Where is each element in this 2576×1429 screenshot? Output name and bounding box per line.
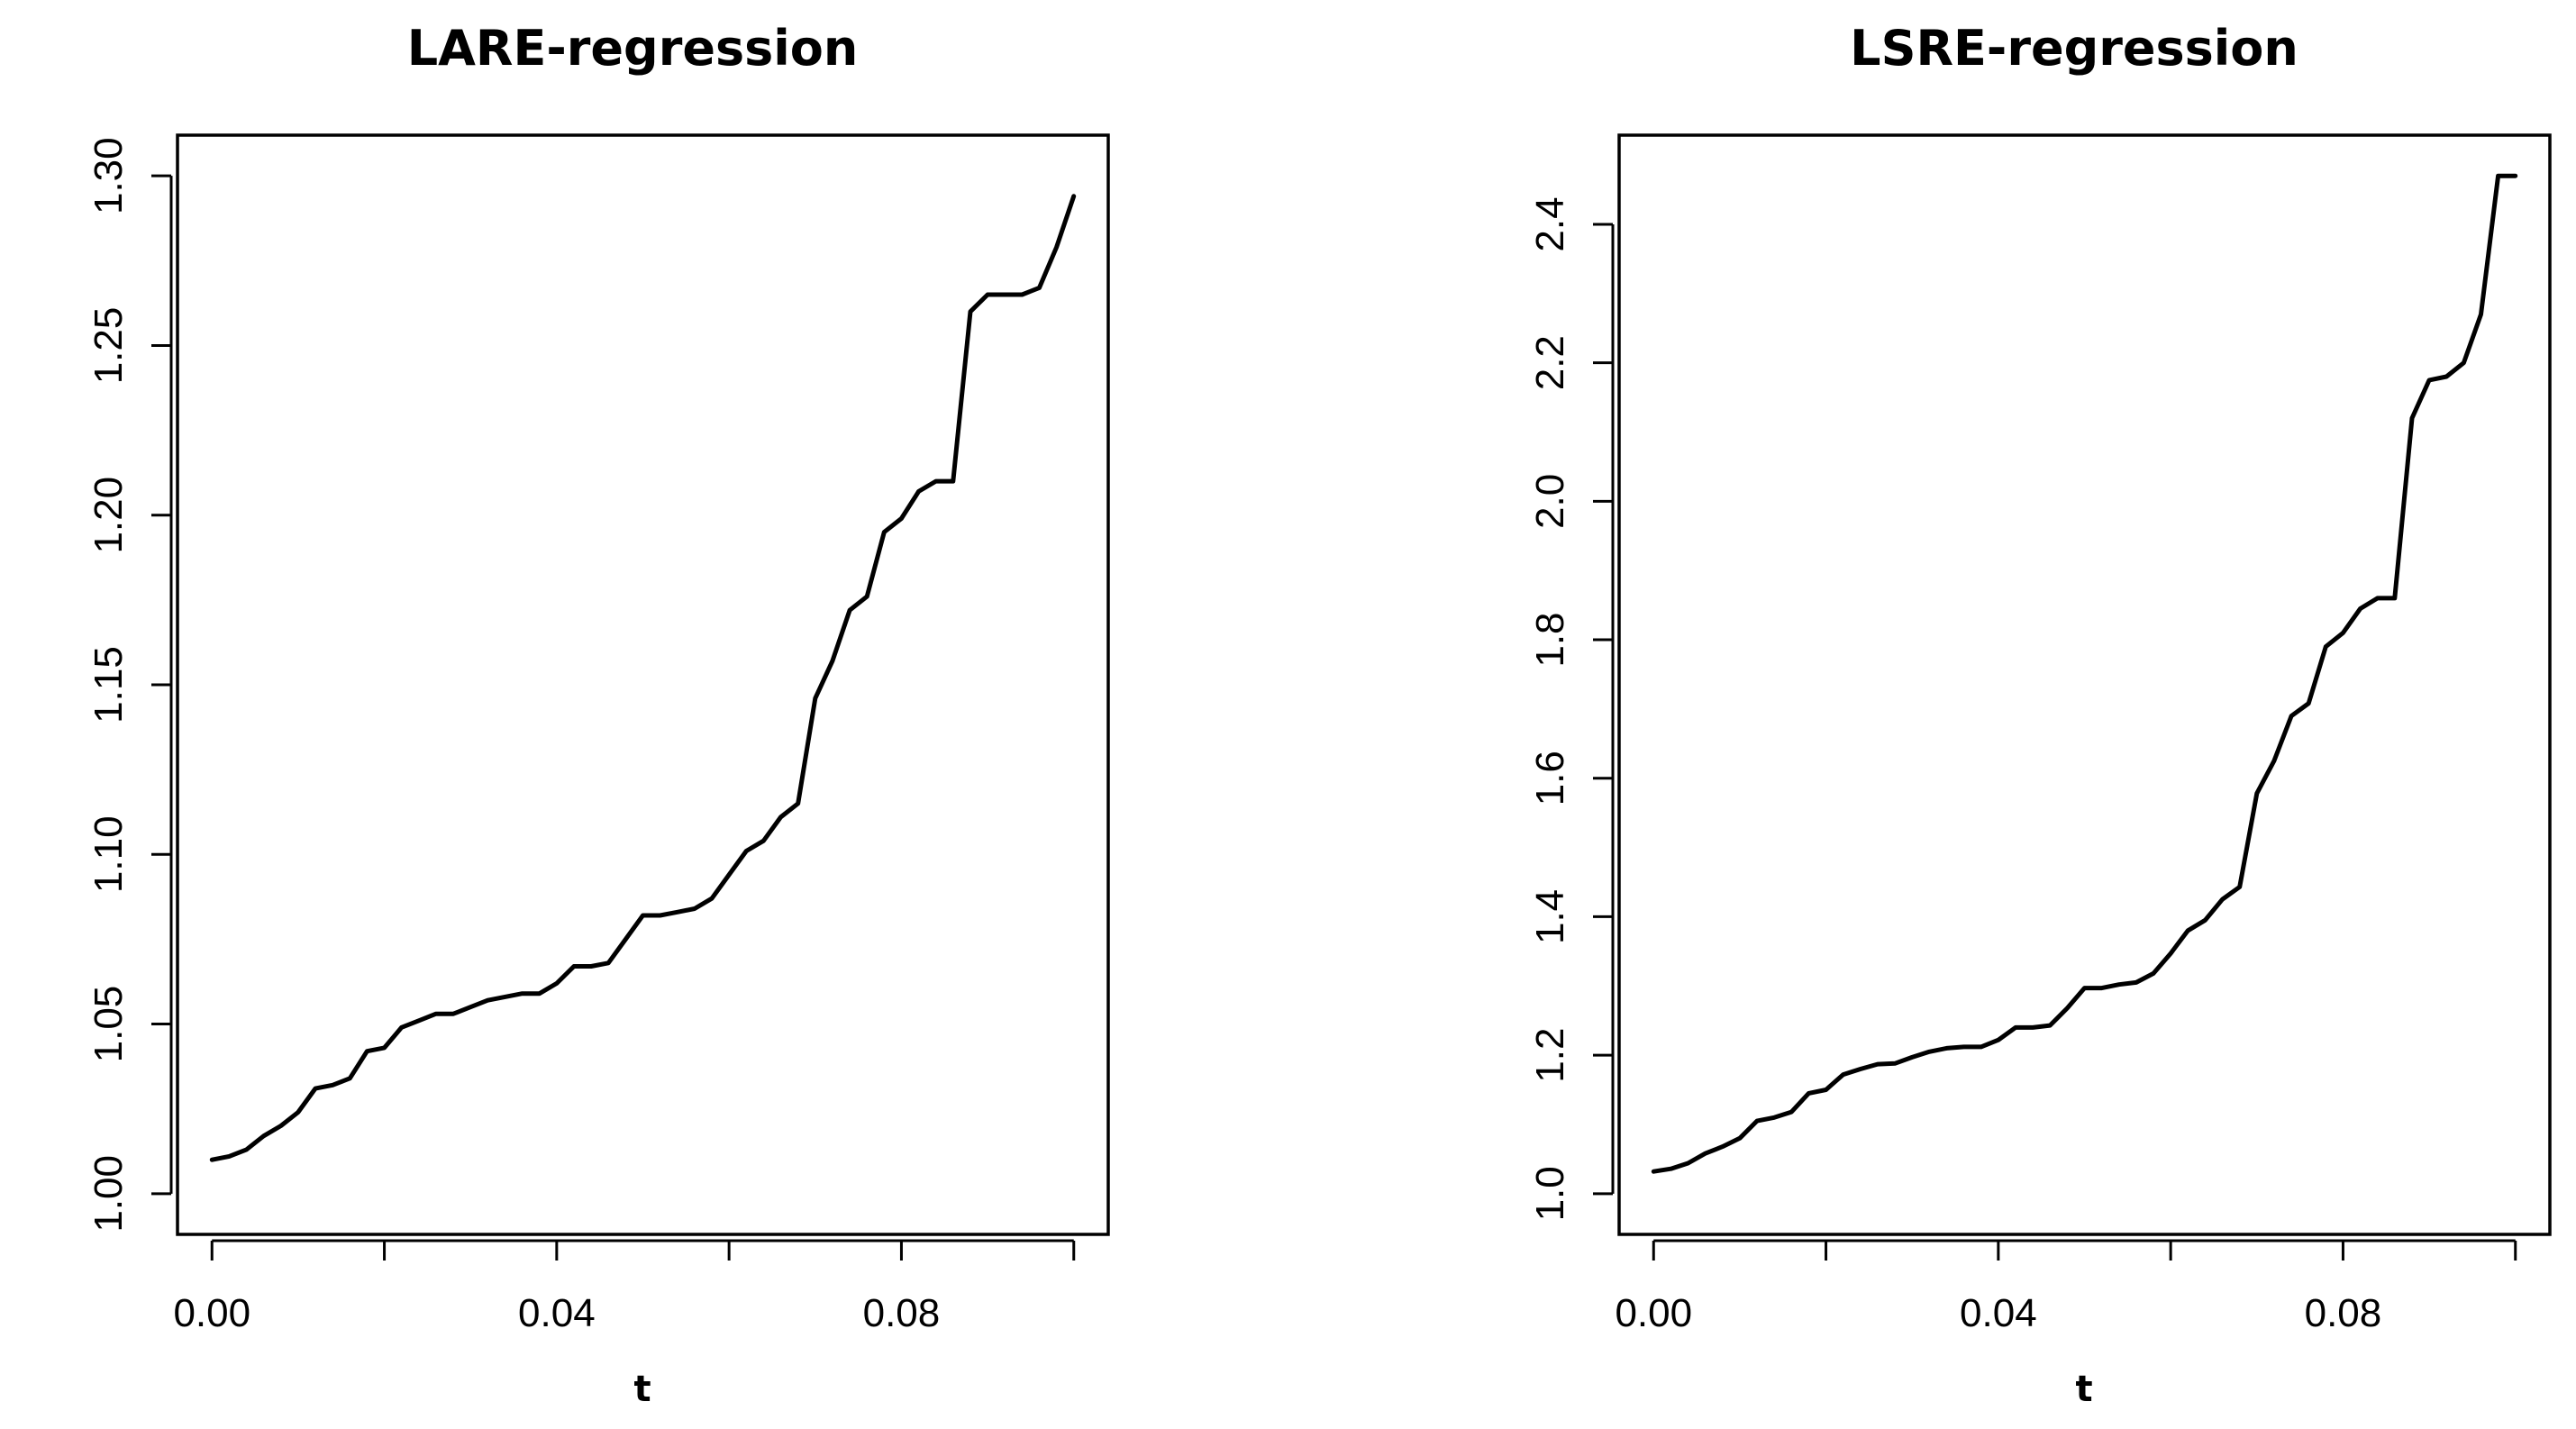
y-tick-label: 1.2 [1528, 1028, 1572, 1083]
y-tick-label: 2.0 [1528, 474, 1572, 529]
y-tick-label: 1.10 [86, 815, 131, 893]
chart-title: LSRE-regression [1850, 20, 2298, 77]
y-tick-label: 2.4 [1528, 196, 1572, 251]
series-line [1651, 173, 2518, 1174]
x-axis-label: t [633, 1369, 651, 1410]
plot-frame [1617, 133, 2552, 1236]
y-tick-label: 1.25 [86, 307, 131, 385]
y-tick-label: 1.05 [86, 986, 131, 1063]
x-axis-label: t [2075, 1369, 2092, 1410]
y-tick-label: 1.4 [1528, 889, 1572, 944]
plot-frame [176, 133, 1110, 1236]
y-tick-label: 1.00 [86, 1155, 131, 1233]
x-tick-label: 0.00 [1615, 1291, 1692, 1335]
x-tick-label: 0.00 [173, 1291, 250, 1335]
y-tick-label: 1.6 [1528, 751, 1572, 806]
lare-regression-panel: LARE-regression 0.00 0.04 0.08 1.00 1.05 1.10 1… [86, 20, 1110, 1410]
y-tick-label: 1.15 [86, 646, 131, 724]
y-tick-label: 1.30 [86, 137, 131, 214]
y-tick-label: 1.0 [1528, 1166, 1572, 1221]
y-tick-label: 1.8 [1528, 612, 1572, 667]
lsre-regression-panel: LSRE-regression 0.00 0.04 0.08 1.0 1.2 1.4 1.6 1… [1528, 20, 2552, 1410]
x-tick-label: 0.08 [2305, 1291, 2382, 1335]
x-tick-label: 0.08 [863, 1291, 941, 1335]
y-tick-label: 1.20 [86, 477, 131, 554]
x-tick-label: 0.04 [1960, 1291, 2037, 1335]
chart-title: LARE-regression [407, 20, 859, 77]
series-line [209, 194, 1077, 1162]
x-tick-label: 0.04 [518, 1291, 596, 1335]
y-tick-label: 2.2 [1528, 335, 1572, 390]
